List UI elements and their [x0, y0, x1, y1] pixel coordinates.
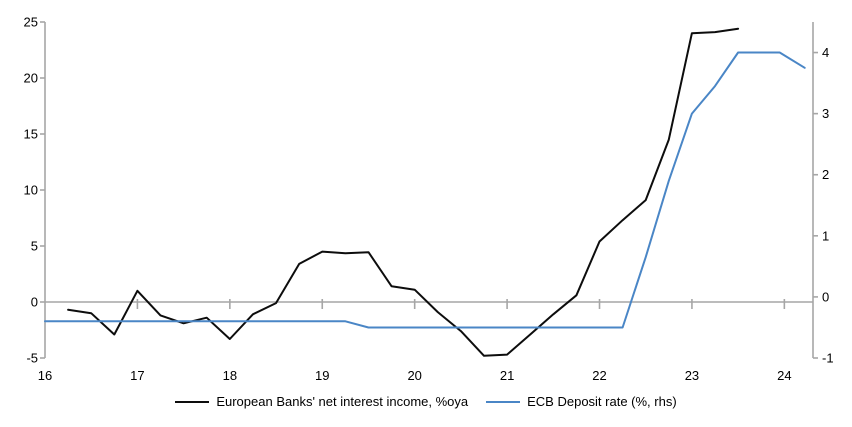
- x-tick-label: 20: [407, 368, 421, 383]
- right-tick-label: 0: [822, 289, 829, 304]
- left-tick-label: 20: [24, 71, 38, 86]
- series-line-0: [67, 27, 740, 357]
- left-tick-label: 10: [24, 183, 38, 198]
- x-tick-label: 23: [685, 368, 699, 383]
- right-tick-label: 3: [822, 106, 829, 121]
- left-tick-label: 25: [24, 15, 38, 30]
- left-tick-label: 15: [24, 127, 38, 142]
- left-tick-label: 0: [31, 295, 38, 310]
- x-tick-label: 21: [500, 368, 514, 383]
- left-tick-label: -5: [26, 351, 38, 366]
- nii-legend-label: European Banks' net interest income, %oy…: [216, 394, 469, 409]
- right-tick-label: 2: [822, 167, 829, 182]
- x-tick-label: 22: [592, 368, 606, 383]
- nii-line-swatch: [175, 400, 210, 403]
- x-tick-label: 18: [223, 368, 237, 383]
- right-tick-label: 1: [822, 228, 829, 243]
- legend-item-deposit-rate: ECB Deposit rate (%, rhs): [486, 394, 677, 409]
- series-line-1: [44, 51, 806, 329]
- legend-item-nii: European Banks' net interest income, %oy…: [175, 394, 468, 409]
- x-tick-label: 24: [777, 368, 791, 383]
- x-tick-label: 17: [130, 368, 144, 383]
- right-tick-label: 4: [822, 45, 829, 60]
- x-tick-label: 19: [315, 368, 329, 383]
- right-tick-label: -1: [822, 351, 834, 366]
- deposit-rate-legend-label: ECB Deposit rate (%, rhs): [527, 394, 677, 409]
- chart-legend: European Banks' net interest income, %oy…: [0, 394, 852, 409]
- deposit-rate-line-swatch: [486, 400, 521, 403]
- x-tick-label: 16: [38, 368, 52, 383]
- left-tick-label: 5: [31, 239, 38, 254]
